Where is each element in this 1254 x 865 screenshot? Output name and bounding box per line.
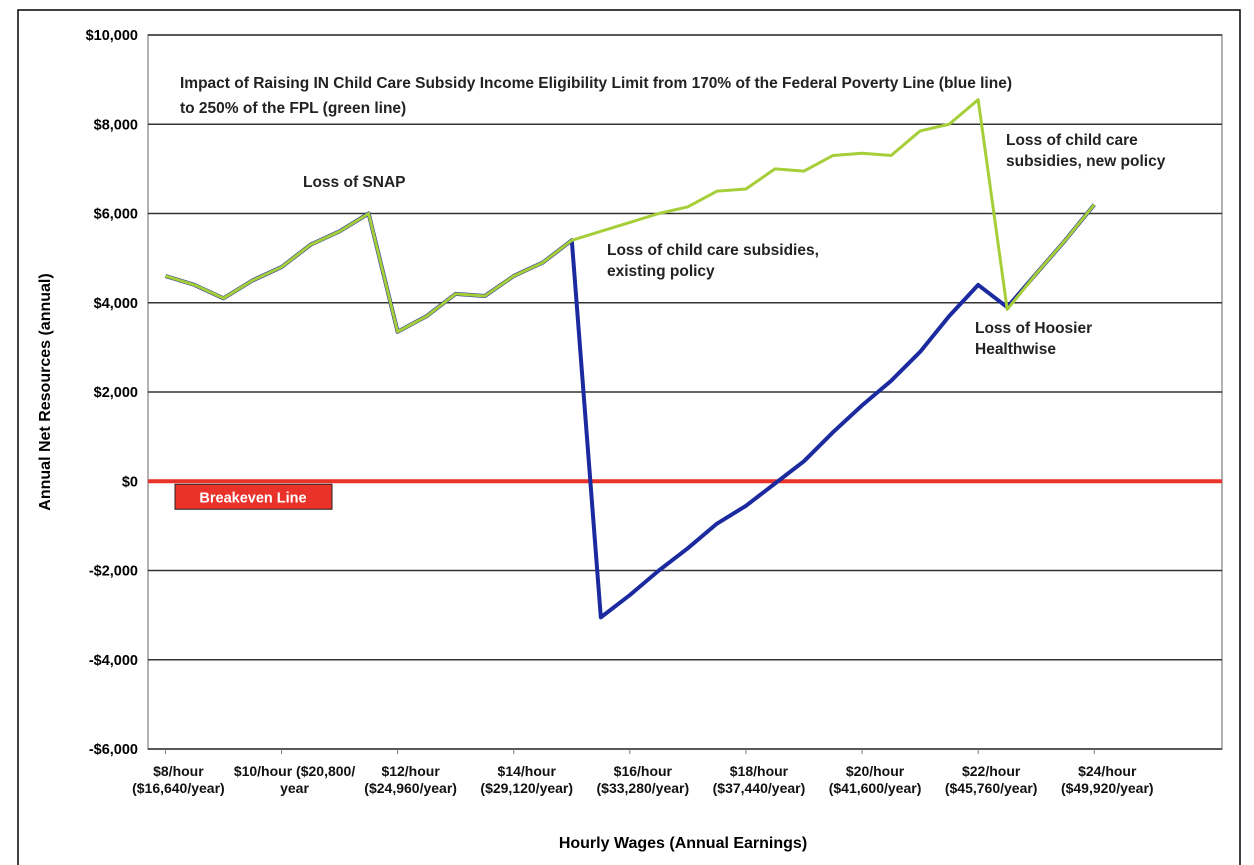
frame	[17, 9, 1241, 865]
chart-title: Impact of Raising IN Child Care Subsidy …	[180, 75, 1012, 92]
x-tick-label: $8/hour ($16,640/year)	[132, 763, 225, 796]
y-tick-label: $6,000	[94, 207, 138, 223]
annotation: Loss of SNAP	[303, 174, 406, 191]
x-tick-label: $16/hour ($33,280/year)	[596, 763, 690, 796]
x-tick-label: $18/hour ($37,440/year)	[712, 763, 806, 796]
y-tick-label: -$2,000	[89, 564, 138, 580]
series-line	[164, 98, 1096, 334]
x-tick-label: $14/hour ($29,120/year)	[480, 763, 574, 796]
y-tick-label: $4,000	[94, 296, 138, 312]
y-tick-label: -$4,000	[89, 653, 138, 669]
y-tick-label: $10,000	[86, 28, 138, 44]
y-tick-label: $0	[122, 474, 138, 490]
breakeven-box	[174, 483, 333, 510]
y-tick-label: -$6,000	[89, 742, 138, 758]
x-tick-label: $10/hour ($20,800/ year	[233, 763, 356, 796]
y-axis-label: Annual Net Resources (annual)	[37, 273, 54, 510]
x-tick-label: $20/hour ($41,600/year)	[828, 763, 922, 796]
annotation: Loss of Hoosier Healthwise	[975, 320, 1093, 358]
annotation: Loss of child care subsidies, new policy	[1006, 132, 1166, 170]
x-axis-label: Hourly Wages (Annual Earnings)	[559, 835, 807, 852]
x-tick-label: $22/hour ($45,760/year)	[944, 763, 1038, 796]
x-tick-label: $12/hour ($24,960/year)	[364, 763, 457, 796]
breakeven-label: Breakeven Line	[199, 490, 306, 506]
y-tick-label: $2,000	[94, 385, 138, 401]
annotation: Loss of child care subsidies, existing p…	[607, 242, 819, 280]
x-tick-label: $24/hour ($49,920/year)	[1060, 763, 1154, 796]
chart-title: to 250% of the FPL (green line)	[180, 100, 406, 117]
y-tick-label: $8,000	[94, 117, 138, 133]
